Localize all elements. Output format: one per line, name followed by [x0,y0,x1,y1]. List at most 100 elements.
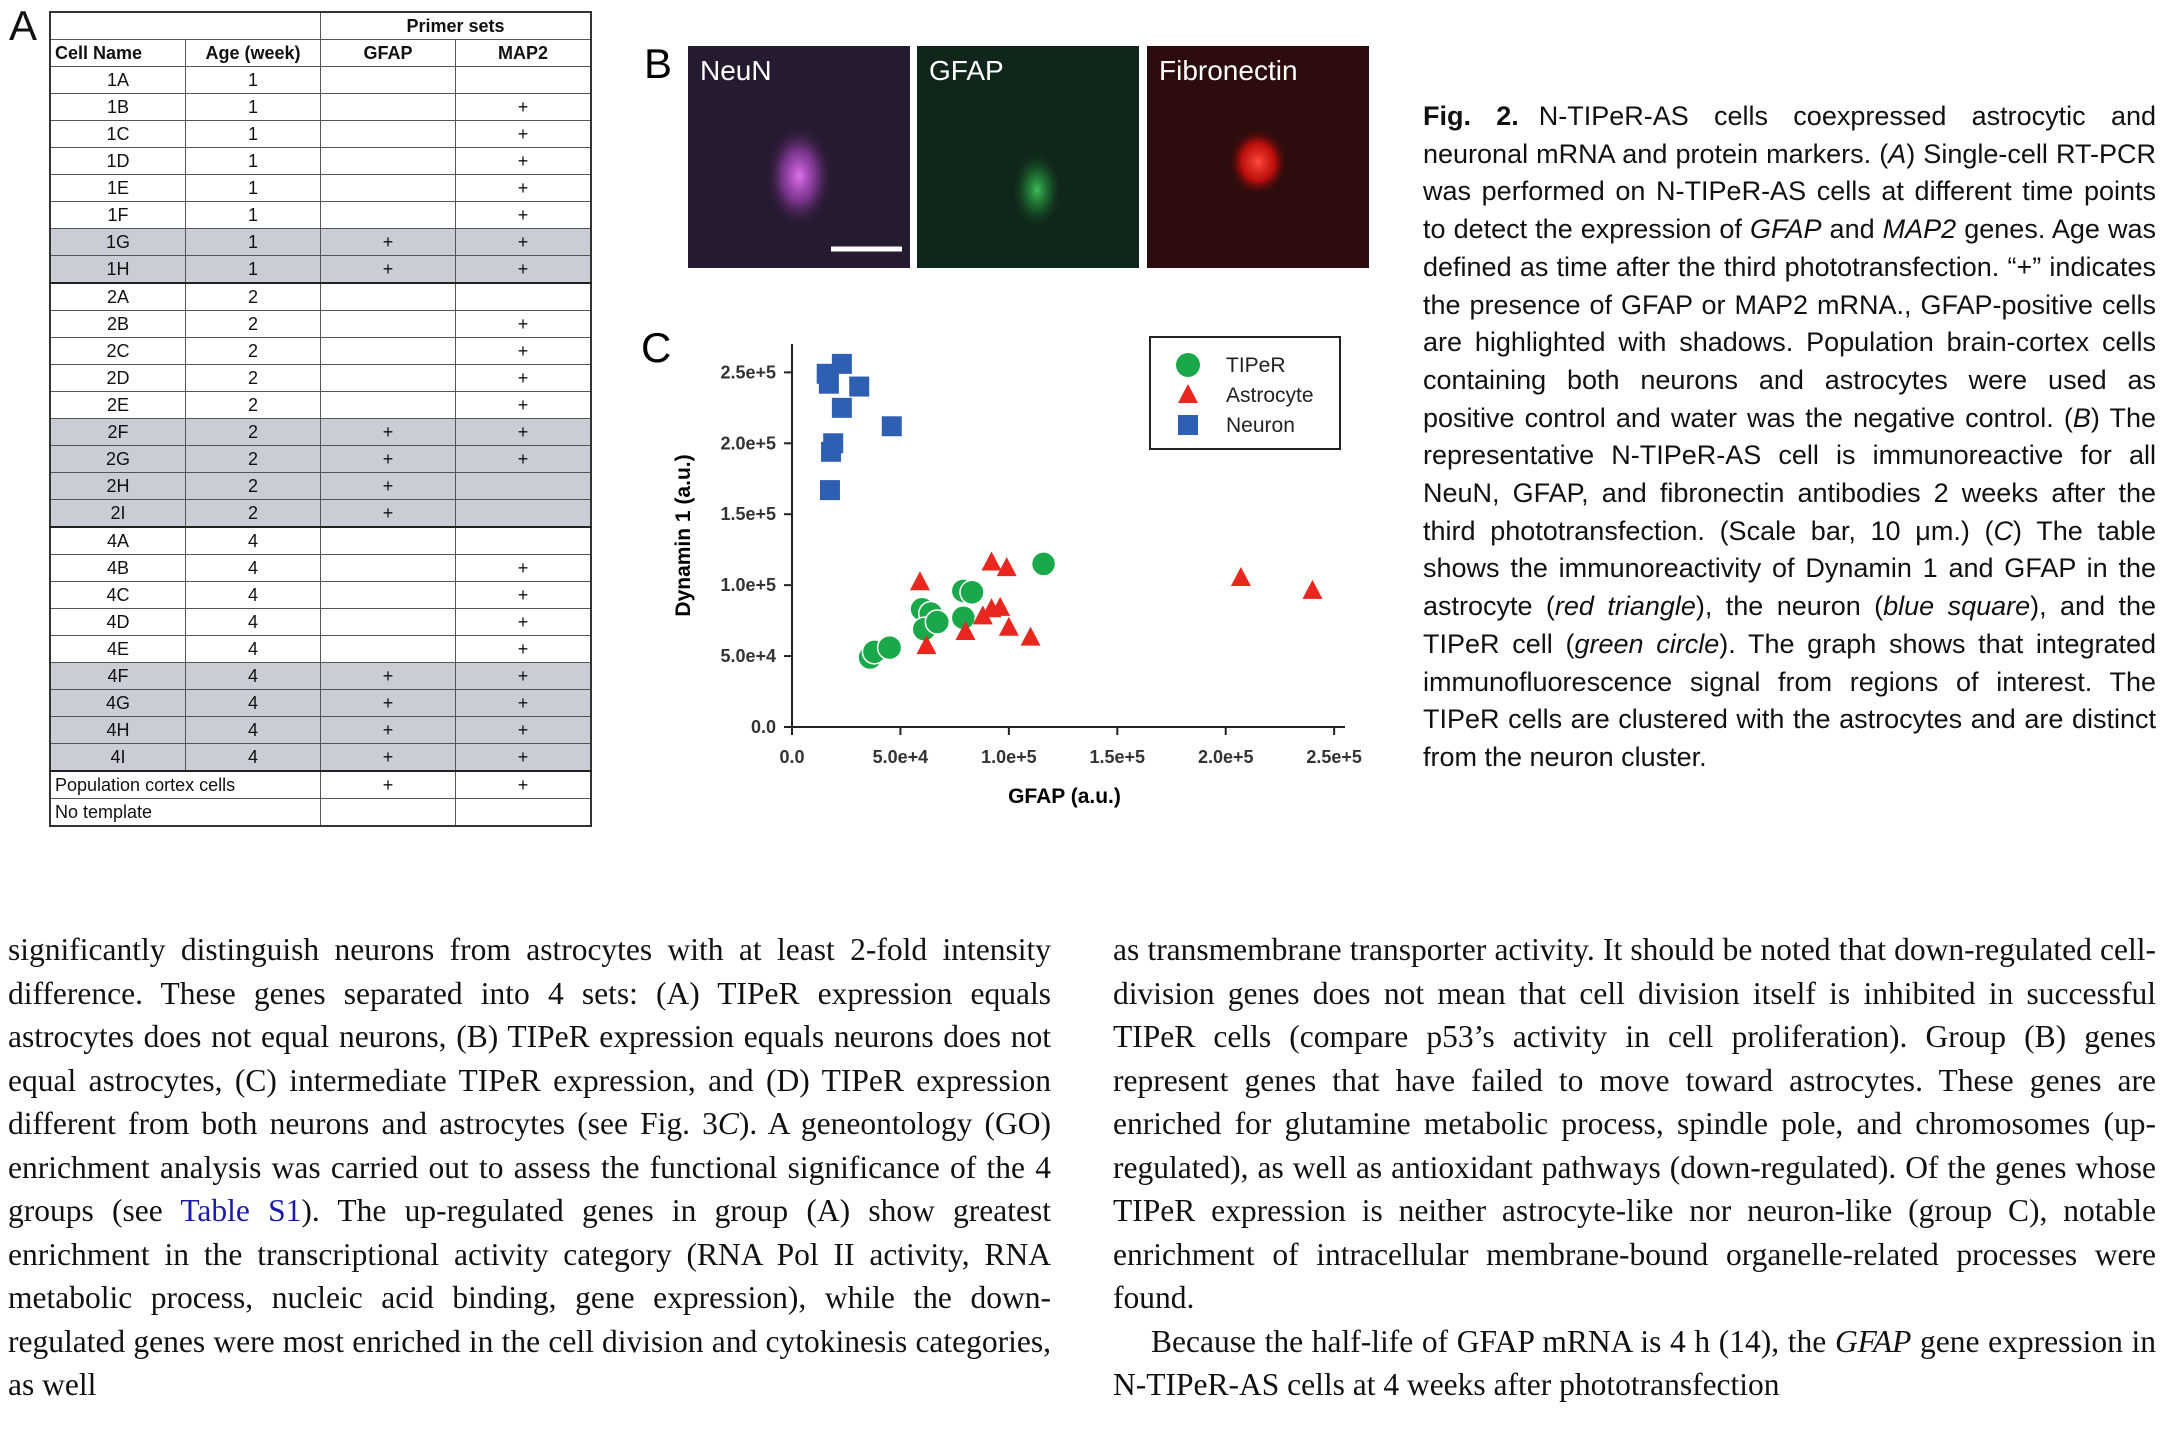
table-cell: 4E [49,635,186,663]
panel-label: A [9,2,38,49]
header-row: Primer sets [50,11,592,40]
header-row: Cell Name Age (week) GFAP MAP2 [49,39,592,67]
table-cell [320,282,456,311]
table-cell: + [455,716,592,744]
table-row: 4B 4 + [49,554,592,582]
table-cell: + [455,418,592,446]
table-cell: + [320,689,456,717]
table-cell: 4 [185,581,321,609]
y-axis-label: Dynamin 1 (a.u.) [672,454,695,616]
table-cell [320,581,456,609]
legend-marker [1178,384,1198,403]
table-cell: 4 [185,635,321,663]
table-cell: 4A [49,526,186,555]
x-tick-label: 0.0 [779,747,804,767]
styled-text: GFAP [1749,214,1822,245]
table-cell: 1C [49,120,186,148]
data-point [909,571,930,591]
table-cell: + [455,364,592,392]
cell-signal [1011,150,1063,230]
table-cell: 2D [49,364,186,392]
column-header: MAP2 [455,39,592,67]
y-tick-label: 1.0e+5 [720,575,776,595]
table-cell: 4 [185,716,321,744]
data-point [998,616,1019,636]
table-row: 2E 2 + [49,391,592,419]
column-header: Age (week) [185,39,321,67]
table-cell: + [320,499,456,528]
text-run: and [1821,214,1883,245]
table-cell [455,472,592,500]
table-cell [320,337,456,365]
data-point [849,376,870,397]
scatter-plot: 0.0 5.0e+4 1.0e+5 1.5e+5 2.0e+5 2.5e+5 0.0 5.0e… [672,336,1362,808]
table-row: 4C 4 + [49,581,592,609]
table-cell: 2A [49,282,186,311]
table-row: 1D 1 + [49,147,592,175]
table-cell: 4D [49,608,186,636]
data-point [924,609,951,635]
table-cell: 4B [49,554,186,582]
table-cell: 1 [185,174,321,202]
data-point [821,441,842,462]
table-cell: + [320,743,456,772]
table-row: 2F 2 + + [49,418,592,446]
table-cell: 4I [49,743,186,772]
table-cell: 2 [185,310,321,338]
x-tick-label: 2.0e+5 [1198,747,1254,767]
styled-text: MAP2 [1882,214,1957,245]
text-run: N-TIPeR-AS cells coexpressed astrocytic … [1423,101,2156,169]
table-row: No template [49,798,592,827]
table-cell: + [455,554,592,582]
styled-text: A [1888,138,1907,169]
figure-panels: B NeuN GFAP Fibronectin C 0.0 5.0e+4 1.0e+… [641,40,1369,808]
table-row: 1B 1 + [49,93,592,121]
table-cell: 1 [185,147,321,175]
data-point [876,634,903,661]
table-cell: 4 [185,662,321,690]
figure-caption: Fig. 2. N-TIPeR-AS cells coexpressed astr… [1423,98,2156,777]
y-tick-label: 2.5e+5 [720,362,776,382]
table-cell: 4 [185,526,321,555]
styled-text: B [2072,402,2091,433]
y-tick-label: 5.0e+4 [720,646,776,666]
text-run: genes. Age was defined as time after the… [1423,214,2157,433]
table-row: 2G 2 + + [49,445,592,473]
table-cell: + [320,662,456,690]
link-text: Table S1 [180,1193,302,1228]
legend-marker [1178,415,1198,435]
styled-text: green circle [1574,628,1720,659]
table-cell: + [455,743,592,772]
table-row: 1A 1 [49,66,592,94]
x-axis-label: GFAP (a.u.) [1008,785,1121,808]
body-column: significantly distinguish neurons from a… [8,928,1051,1407]
table-cell [320,635,456,663]
panel-label: C [641,324,671,371]
cell-signal [1228,128,1288,196]
table-cell: 1F [49,201,186,229]
styled-text: C [717,1106,739,1141]
table-row: 2H 2 + [49,472,592,500]
data-point [819,480,840,501]
table-cell: 1G [49,228,186,256]
table-cell [455,798,592,827]
styled-text: GFAP [1834,1323,1912,1359]
table-cell: + [455,255,592,284]
header-blank [50,12,321,40]
table-cell: 4C [49,581,186,609]
text-run: as transmembrane transporter activity. I… [1113,932,2156,1315]
table-cell [320,120,456,148]
data-point [881,416,902,437]
data-point [990,596,1011,616]
table-row: Population cortex cells + + [49,770,592,799]
table-cell [455,66,592,94]
table-cell: + [455,310,592,338]
table-row: 1H 1 + + [49,255,592,284]
y-tick-label: 1.5e+5 [720,504,776,524]
table-cell: + [320,445,456,473]
table-cell: 1 [185,201,321,229]
table-row: 1G 1 + + [49,228,592,256]
table-cell [320,391,456,419]
caption-label: Fig. 2. [1423,101,1519,131]
table-cell: 4F [49,662,186,690]
